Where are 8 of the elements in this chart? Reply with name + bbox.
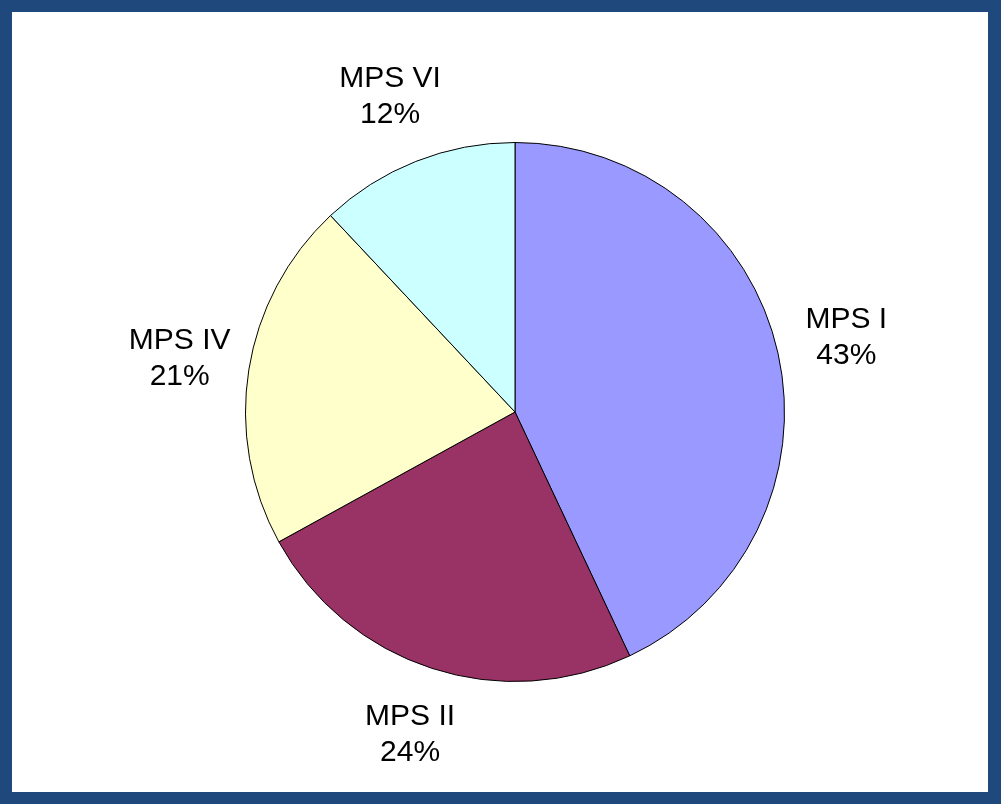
slice-label: MPS VI	[339, 59, 441, 93]
data-label: 12%	[360, 95, 421, 129]
data-label: 21%	[149, 358, 210, 392]
slice-label: MPS IV	[128, 322, 231, 356]
slice-label: MPS I	[805, 301, 888, 335]
data-label: 24%	[380, 734, 441, 768]
data-label: 43%	[816, 337, 877, 371]
slice-label: MPS II	[365, 698, 456, 732]
